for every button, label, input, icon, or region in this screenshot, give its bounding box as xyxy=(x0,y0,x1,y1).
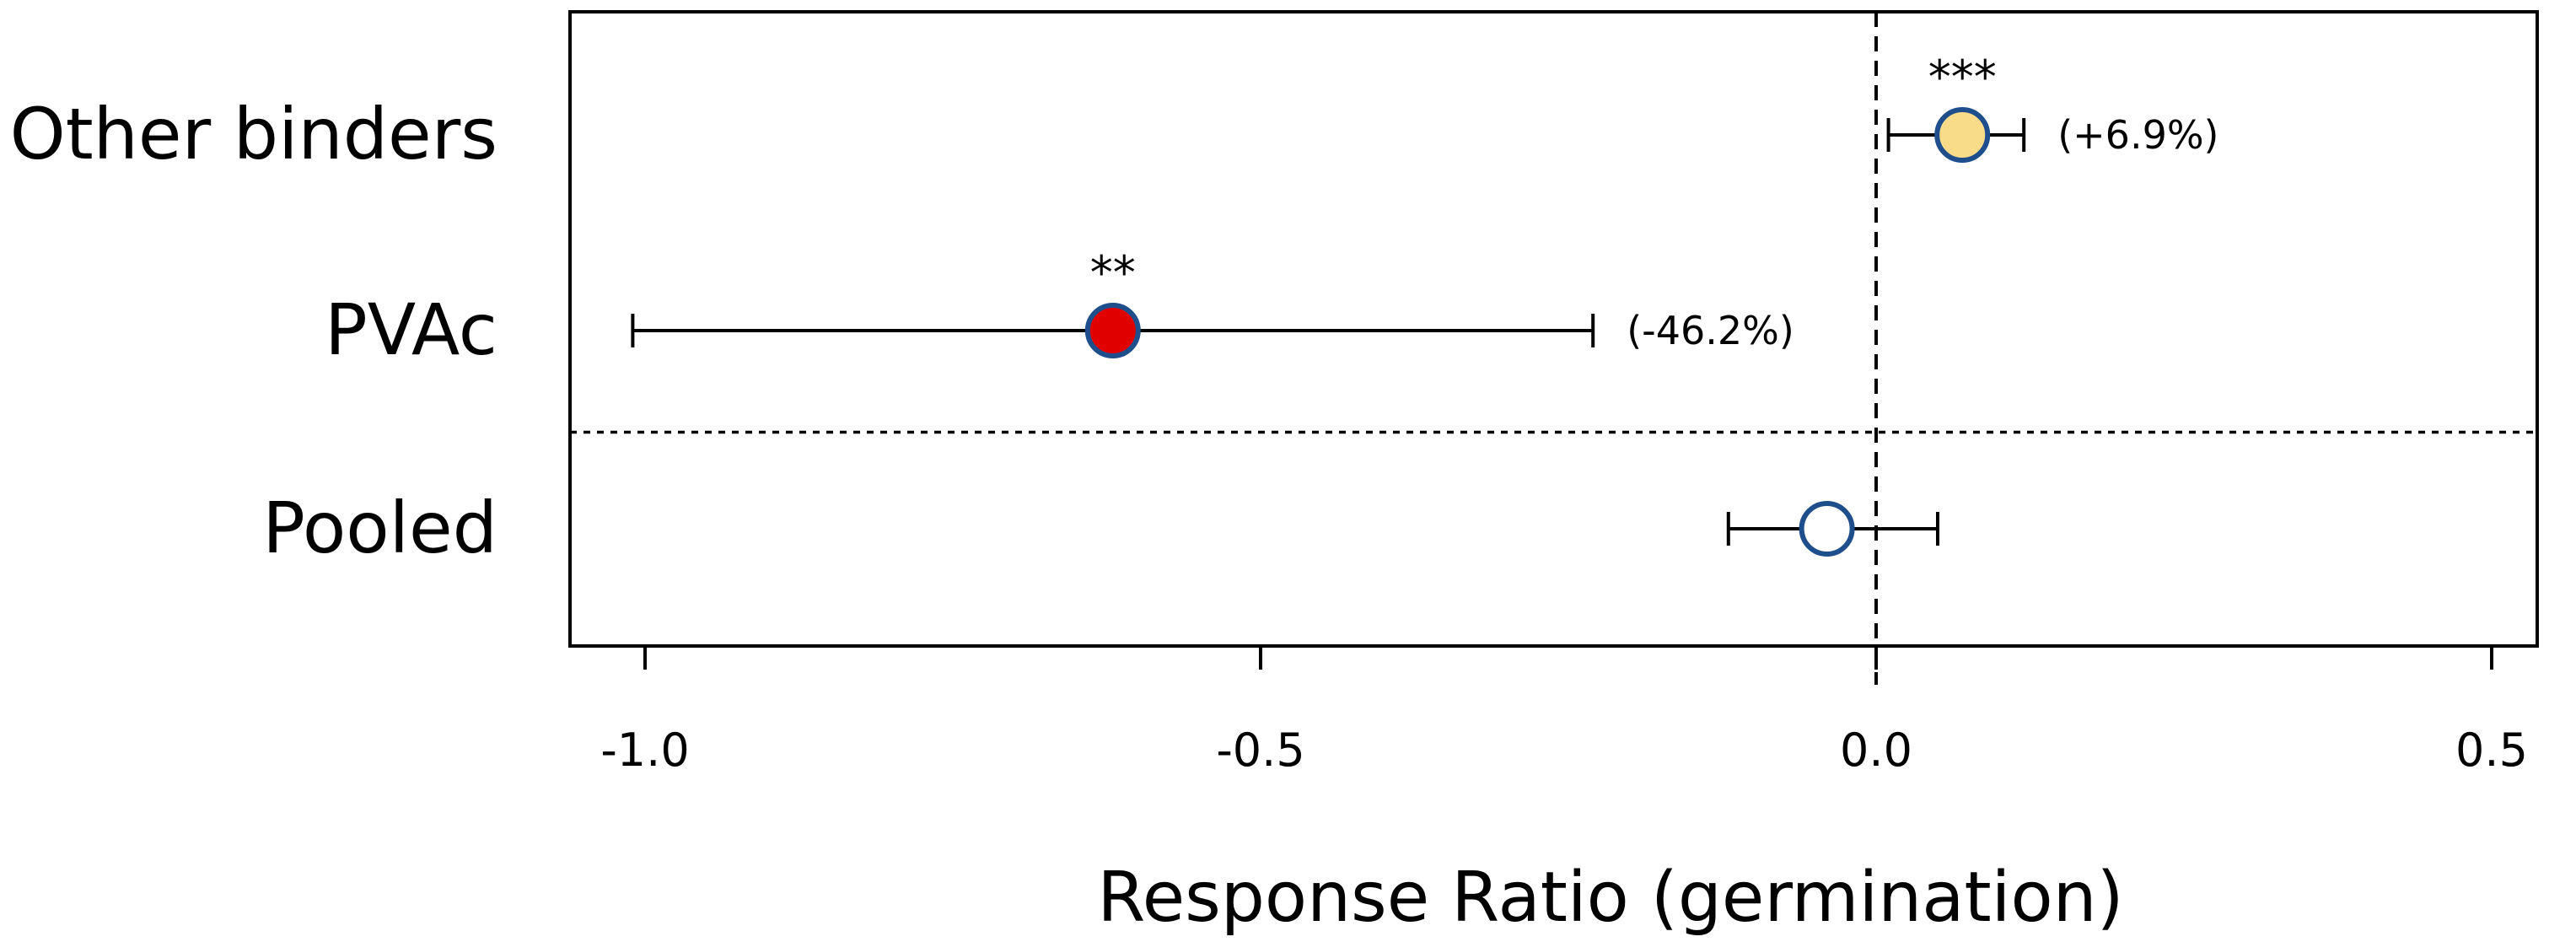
category-label: Other binders xyxy=(10,93,497,175)
reference-lines xyxy=(570,12,2537,685)
x-tick-label: -1.0 xyxy=(600,724,689,777)
x-tick-label: -0.5 xyxy=(1216,724,1304,777)
x-axis-title: Response Ratio (germination) xyxy=(1097,858,2123,938)
row-pvac: ** (-46.2%) xyxy=(631,246,1794,358)
row-other-binders: *** (+6.9%) xyxy=(1886,51,2219,163)
category-label: PVAc xyxy=(325,288,497,371)
estimate-point xyxy=(1934,107,1991,163)
x-tick-label: 0.0 xyxy=(1840,724,1912,777)
row-labels: Other binders PVAc Pooled xyxy=(10,93,497,569)
plot-frame xyxy=(568,10,2539,648)
percent-change-label: (+6.9%) xyxy=(2057,112,2218,158)
significance-label: ** xyxy=(1090,246,1136,299)
estimate-point xyxy=(1084,303,1141,358)
row-pooled xyxy=(1726,501,1939,557)
estimate-point xyxy=(1799,501,1855,557)
x-axis: -1.0 -0.5 0.0 0.5 xyxy=(600,646,2528,777)
significance-label: *** xyxy=(1928,51,1997,104)
x-tick-label: 0.5 xyxy=(2455,724,2528,777)
category-label: Pooled xyxy=(262,487,497,569)
data-rows: *** (+6.9%) ** (-46.2%) xyxy=(631,51,2219,557)
percent-change-label: (-46.2%) xyxy=(1627,308,1794,353)
